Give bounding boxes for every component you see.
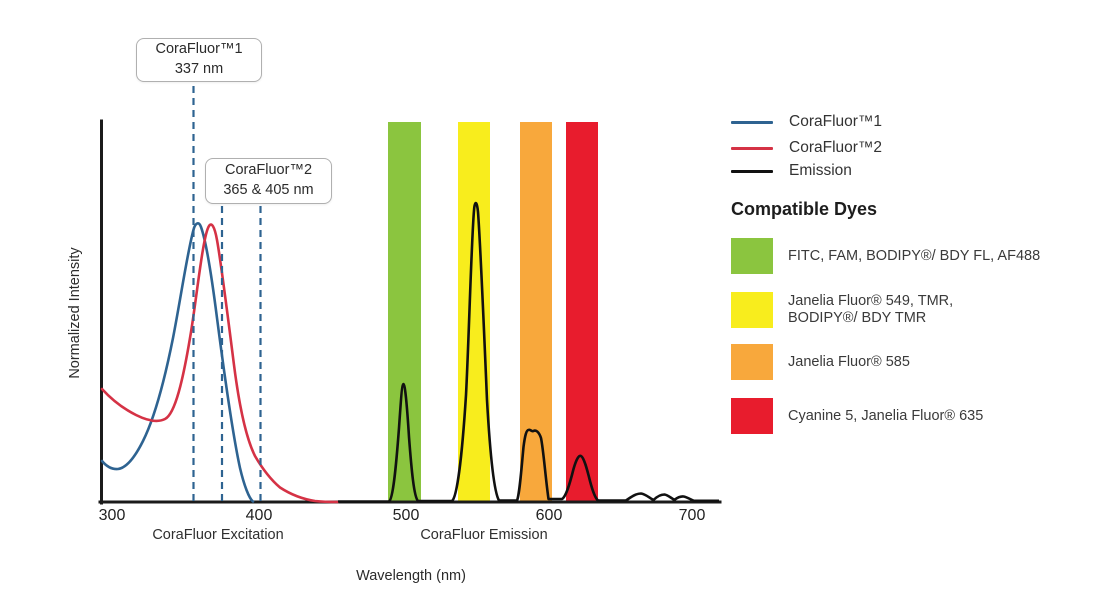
dye-label-line: Janelia Fluor® 585 [788, 353, 910, 370]
excitation-region-caption: CoraFluor Excitation [152, 527, 284, 543]
annotation-cf2-wavelength: 365 & 405 nm [223, 182, 314, 198]
compatible-dyes-heading: Compatible Dyes [731, 199, 878, 219]
cf2-excitation-curve [100, 223, 340, 504]
dye-label-line: FITC, FAM, BODIPY®/ BDY FL, AF488 [788, 247, 1041, 264]
x-tick-500: 500 [392, 507, 420, 524]
cf1-line-swatch [731, 120, 773, 124]
legend-item-cf2: CoraFluor™2 [731, 139, 883, 156]
dye-label-line: Cyanine 5, Janelia Fluor® 635 [788, 407, 984, 424]
emission-line-swatch [731, 169, 773, 173]
dye-item-orange: Janelia Fluor® 585 [731, 344, 910, 380]
x-axis-title: Wavelength (nm) [356, 568, 466, 584]
dye-item-green: FITC, FAM, BODIPY®/ BDY FL, AF488 [731, 238, 1040, 274]
annotation-cf2-title: CoraFluor™2 [224, 162, 313, 179]
filter-band-green [388, 122, 421, 502]
dye-item-label: Janelia Fluor® 549, TMR, BODIPY®/ BDY TM… [788, 293, 953, 327]
x-tick-700: 700 [678, 507, 706, 524]
orange-filter-swatch [731, 344, 773, 380]
green-filter-swatch [731, 238, 773, 274]
dye-item-yellow: Janelia Fluor® 549, TMR, BODIPY®/ BDY TM… [731, 292, 953, 328]
annotation-box-cf1: CoraFluor™1 337 nm [136, 38, 262, 82]
dye-label-line: Janelia Fluor® 549, TMR, [788, 293, 954, 309]
cf1-excitation-curve [100, 222, 255, 503]
red-filter-swatch [731, 398, 773, 434]
dye-item-red: Cyanine 5, Janelia Fluor® 635 [731, 398, 983, 434]
dye-label-line: BODIPY®/ BDY TMR [788, 310, 927, 326]
annotation-cf1-wavelength: 337 nm [174, 61, 224, 77]
x-tick-600: 600 [535, 507, 563, 524]
dye-item-label: FITC, FAM, BODIPY®/ BDY FL, AF488 [788, 248, 1040, 265]
cf2-line-swatch [731, 146, 773, 150]
emission-curve [338, 201, 719, 503]
y-axis-label: Normalized Intensity [67, 247, 83, 379]
series-legend: CoraFluor™1 CoraFluor™2 Emission [731, 113, 883, 179]
dye-item-label: Cyanine 5, Janelia Fluor® 635 [788, 408, 983, 425]
dye-item-label: Janelia Fluor® 585 [788, 354, 910, 371]
legend-item-emission: Emission [731, 162, 882, 179]
emission-region-caption: CoraFluor Emission [420, 527, 548, 543]
legend-item-label: Emission [789, 162, 852, 179]
yellow-filter-swatch [731, 292, 773, 328]
annotation-box-cf2: CoraFluor™2 365 & 405 nm [205, 158, 332, 204]
x-tick-400: 400 [245, 507, 273, 524]
legend-item-cf1: CoraFluor™1 [731, 113, 883, 130]
legend-item-label: CoraFluor™2 [789, 139, 883, 156]
filter-band-red [566, 122, 598, 502]
legend-item-label: CoraFluor™1 [789, 113, 883, 130]
x-tick-300: 300 [98, 507, 126, 524]
annotation-cf1-title: CoraFluor™1 [155, 41, 243, 58]
